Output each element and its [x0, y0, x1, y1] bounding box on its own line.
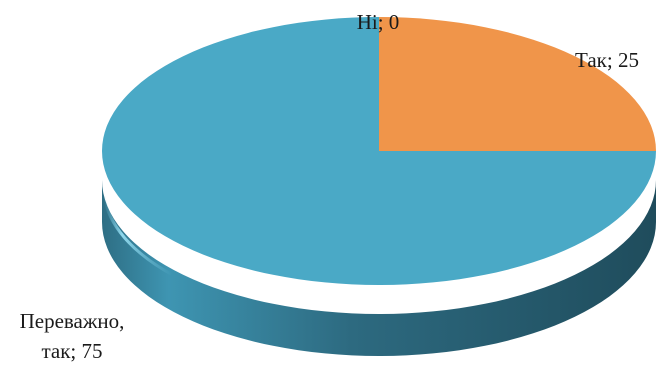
slice-label-tak: Так; 25 [575, 48, 639, 72]
slice-label-perevazhno-line2: так; 75 [41, 339, 102, 363]
slice-label-ni: Ні; 0 [357, 10, 400, 34]
pie-slice-perevazhno-tak [102, 17, 656, 285]
pie-rim-highlight [102, 195, 331, 320]
pie-slice-tak [379, 17, 656, 151]
slice-label-perevazhno-line1: Переважно, [20, 309, 125, 333]
pie-side [102, 180, 656, 356]
